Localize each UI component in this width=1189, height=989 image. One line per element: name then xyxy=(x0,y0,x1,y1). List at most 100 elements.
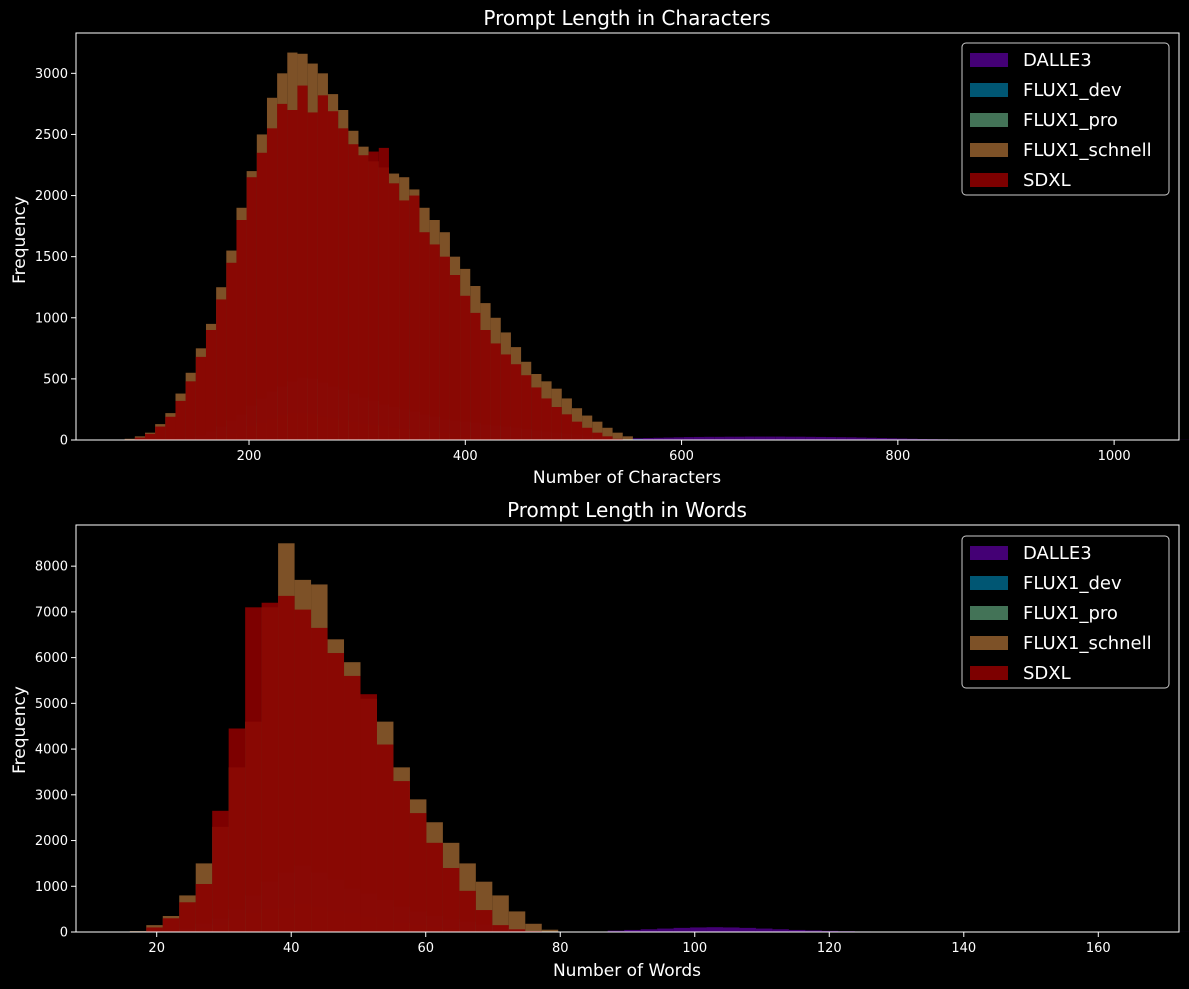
histogram-bars xyxy=(124,52,1189,441)
x-tick-label: 140 xyxy=(951,941,976,956)
histogram-bar xyxy=(592,421,603,440)
histogram-bar xyxy=(775,436,786,440)
histogram-bar xyxy=(490,343,501,440)
histogram-bar xyxy=(228,728,246,932)
legend-box xyxy=(961,42,1170,196)
histogram-bar xyxy=(500,354,511,440)
x-axis-label: Number of Characters xyxy=(533,468,721,488)
histogram-bar xyxy=(683,437,694,440)
legend-box xyxy=(961,535,1170,689)
histogram-bar xyxy=(821,930,839,932)
histogram-bar xyxy=(378,147,389,440)
histogram-bar xyxy=(327,653,345,932)
histogram-bar xyxy=(525,923,542,932)
histogram-bar xyxy=(338,128,349,440)
y-tick-label: 5000 xyxy=(35,697,68,712)
x-tick-label: 60 xyxy=(417,941,434,956)
histogram-bar xyxy=(704,436,715,440)
histogram-bar xyxy=(460,295,471,440)
x-tick-label: 400 xyxy=(453,449,478,464)
legend-label: FLUX1_pro xyxy=(1023,110,1118,131)
histogram-bar xyxy=(185,381,196,440)
histogram-bar xyxy=(480,330,491,440)
histogram-bar xyxy=(360,694,377,932)
histogram-bar xyxy=(785,436,796,440)
histogram-bar xyxy=(826,437,837,440)
histogram-bar xyxy=(624,929,641,932)
histogram-bar xyxy=(311,627,328,932)
legend-swatch xyxy=(970,606,1008,620)
legend-swatch xyxy=(970,53,1008,67)
histogram-bar xyxy=(246,177,257,440)
histogram-bar xyxy=(541,398,552,440)
histogram-bar xyxy=(492,895,509,932)
histogram-bar xyxy=(805,436,816,440)
legend-swatch xyxy=(970,113,1008,127)
histogram-bar xyxy=(582,427,593,440)
y-axis-ticks: 0 1000 2000 3000 4000 5000 6000 7000 8000 xyxy=(35,560,76,941)
histogram-bar xyxy=(657,928,674,932)
histogram-bar xyxy=(297,85,308,440)
histogram-bar xyxy=(897,438,908,440)
x-tick-label: 120 xyxy=(817,941,842,956)
histogram-bar xyxy=(653,437,664,440)
histogram-bar xyxy=(640,929,658,932)
histogram-bar xyxy=(755,928,773,932)
x-axis-ticks: 200 400 600 800 1000 xyxy=(237,440,1131,464)
x-tick-label: 100 xyxy=(682,941,707,956)
y-tick-label: 7000 xyxy=(35,605,68,620)
chart-characters: Prompt Length in Characters 200 400 600 800… xyxy=(10,6,1189,488)
histogram-bar xyxy=(175,400,186,440)
histogram-bar xyxy=(399,200,410,440)
histogram-bars xyxy=(129,543,1189,932)
x-tick-label: 160 xyxy=(1086,941,1111,956)
histogram-bar xyxy=(508,911,526,932)
histogram-bar xyxy=(714,436,725,440)
chart-words: Prompt Length in Words 20 40 60 80 100 120 140… xyxy=(10,498,1189,981)
histogram-bar xyxy=(459,890,476,932)
histogram-bar xyxy=(876,438,888,440)
x-tick-label: 1000 xyxy=(1098,449,1131,464)
y-tick-label: 500 xyxy=(43,372,68,387)
histogram-bar xyxy=(856,437,867,440)
histogram-bar xyxy=(612,432,623,440)
y-tick-label: 6000 xyxy=(35,651,68,666)
histogram-bar xyxy=(663,437,674,440)
histogram-bar xyxy=(439,256,450,440)
histogram-bar xyxy=(795,436,806,440)
histogram-bar xyxy=(165,416,176,440)
histogram-bar xyxy=(693,436,705,440)
histogram-bar xyxy=(723,927,740,932)
y-tick-label: 0 xyxy=(60,434,68,449)
x-tick-label: 20 xyxy=(148,941,165,956)
histogram-bar xyxy=(277,103,288,440)
histogram-bar xyxy=(632,438,644,440)
histogram-bar xyxy=(561,414,572,440)
histogram-bar xyxy=(706,927,724,932)
histogram-bar xyxy=(327,111,339,440)
histogram-bar xyxy=(673,437,684,440)
histogram-bar xyxy=(144,433,156,440)
histogram-bar xyxy=(426,842,443,932)
histogram-bar xyxy=(216,299,227,440)
histogram-bar xyxy=(368,151,379,440)
histogram-bar xyxy=(724,436,735,440)
legend-swatch xyxy=(970,546,1008,560)
histogram-bar xyxy=(602,427,613,440)
legend-swatch xyxy=(970,143,1008,157)
x-axis-label: Number of Words xyxy=(553,961,701,981)
histogram-bar xyxy=(376,744,394,932)
legend-label: FLUX1_dev xyxy=(1023,573,1122,594)
histogram-bar xyxy=(294,609,312,932)
histogram-bar xyxy=(266,128,278,440)
histogram-bar xyxy=(358,155,369,440)
x-tick-label: 800 xyxy=(885,449,910,464)
chart-title: Prompt Length in Characters xyxy=(483,6,770,30)
legend-label: FLUX1_pro xyxy=(1023,603,1118,624)
legend-swatch xyxy=(970,666,1008,680)
histogram-bar xyxy=(531,387,542,440)
histogram-bar xyxy=(245,607,262,932)
y-tick-label: 2000 xyxy=(35,189,68,204)
histogram-bar xyxy=(205,330,217,440)
